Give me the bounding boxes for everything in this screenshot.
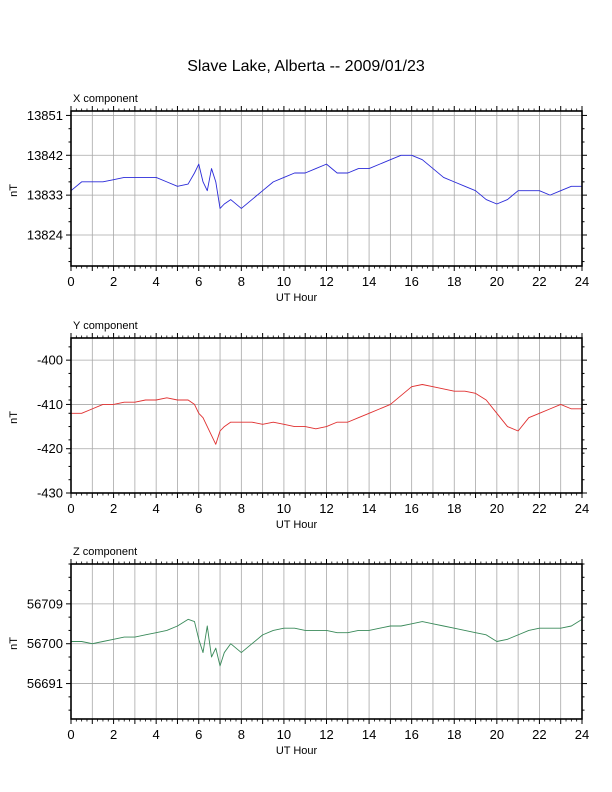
x-tick-label: 12 (319, 727, 333, 742)
x-tick-label: 18 (447, 727, 461, 742)
x-tick-label: 4 (153, 274, 160, 289)
x-tick-label: 14 (362, 274, 376, 289)
x-tick-label: 20 (490, 274, 504, 289)
y-tick-label: 13851 (27, 108, 63, 123)
y-tick-label: 13842 (27, 148, 63, 163)
y-tick-label: -420 (37, 441, 63, 456)
x-tick-label: 16 (404, 274, 418, 289)
y-axis-title: nT (8, 637, 20, 650)
x-tick-label: 0 (67, 727, 74, 742)
x-tick-label: 18 (447, 274, 461, 289)
panel-label: X component (73, 93, 138, 105)
x-tick-label: 12 (319, 274, 333, 289)
x-tick-label: 6 (195, 501, 202, 516)
x-tick-label: 2 (110, 501, 117, 516)
page-title: Slave Lake, Alberta -- 2009/01/23 (187, 58, 425, 75)
y-tick-label: -400 (37, 353, 63, 368)
y-axis-title: nT (8, 184, 20, 197)
x-tick-label: 2 (110, 727, 117, 742)
x-tick-label: 18 (447, 501, 461, 516)
y-tick-label: 56709 (27, 596, 63, 611)
x-tick-label: 20 (490, 501, 504, 516)
x-tick-label: 22 (532, 501, 546, 516)
y-axis-title: nT (8, 411, 20, 424)
y-tick-label: -430 (37, 486, 63, 501)
y-tick-label: 56700 (27, 636, 63, 651)
x-tick-label: 22 (532, 274, 546, 289)
y-tick-label: 13824 (27, 228, 63, 243)
x-tick-label: 2 (110, 274, 117, 289)
x-tick-label: 0 (67, 501, 74, 516)
x-tick-label: 10 (277, 501, 291, 516)
x-tick-label: 8 (238, 501, 245, 516)
x-tick-label: 24 (575, 727, 589, 742)
x-tick-label: 16 (404, 727, 418, 742)
y-tick-label: 13833 (27, 188, 63, 203)
x-tick-label: 4 (153, 727, 160, 742)
panel-label: Z component (73, 546, 137, 558)
x-tick-label: 0 (67, 274, 74, 289)
panel-1: 0 2 4 6 8 10 12 14 16 18 20 22 241382413833138421385… (8, 93, 589, 304)
x-tick-label: 14 (362, 727, 376, 742)
x-tick-label: 24 (575, 274, 589, 289)
x-tick-label: 10 (277, 274, 291, 289)
series-line (71, 618, 583, 667)
x-axis-title: UT Hour (276, 519, 318, 531)
x-tick-label: 8 (238, 274, 245, 289)
x-tick-label: 22 (532, 727, 546, 742)
x-tick-label: 10 (277, 727, 291, 742)
x-axis-title: UT Hour (276, 292, 318, 304)
series-line (70, 154, 582, 209)
x-tick-label: 20 (490, 727, 504, 742)
x-tick-label: 6 (195, 274, 202, 289)
x-axis-title: UT Hour (276, 745, 318, 757)
y-tick-label: -410 (37, 397, 63, 412)
x-tick-label: 6 (195, 727, 202, 742)
series-line (71, 384, 582, 445)
x-tick-label: 14 (362, 501, 376, 516)
x-tick-label: 12 (319, 501, 333, 516)
y-tick-label: 56691 (27, 676, 63, 691)
x-tick-label: 4 (153, 501, 160, 516)
x-tick-label: 8 (238, 727, 245, 742)
x-tick-label: 24 (575, 501, 589, 516)
panel-label: Y component (73, 320, 138, 332)
x-tick-label: 16 (404, 501, 418, 516)
